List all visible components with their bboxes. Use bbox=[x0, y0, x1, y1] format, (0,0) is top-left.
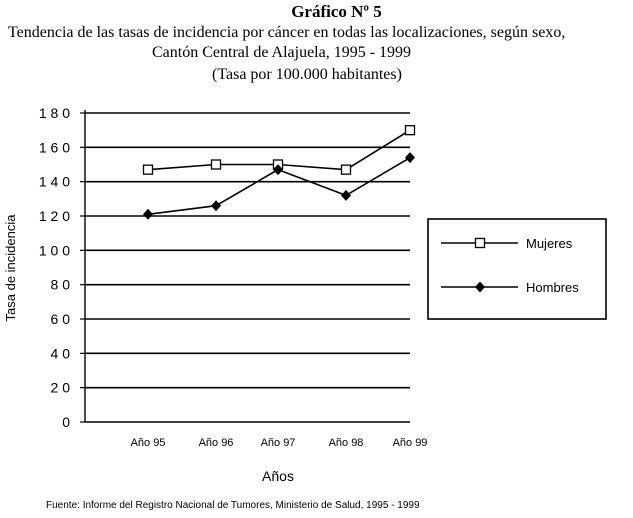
data-point-hombres bbox=[475, 281, 485, 293]
y-tick-label: 2 0 bbox=[51, 380, 71, 396]
y-tick-label: 4 0 bbox=[51, 345, 71, 361]
legend: Mujeres Hombres bbox=[427, 218, 607, 320]
x-axis-label: Años bbox=[262, 468, 294, 484]
x-tick-label: Año 99 bbox=[393, 437, 428, 449]
chart-subtitle-line1: Tendencia de las tasas de incidencia por… bbox=[8, 24, 566, 41]
data-point-hombres bbox=[273, 164, 283, 176]
chart-subtitle-line2: Cantón Central de Alajuela, 1995 - 1999 bbox=[152, 44, 412, 61]
y-tick-label: 1 8 0 bbox=[39, 105, 70, 121]
data-point-mujeres bbox=[474, 237, 486, 249]
source-note: Fuente: Informe del Registro Nacional de… bbox=[46, 500, 420, 511]
data-point-hombres bbox=[143, 208, 153, 220]
x-tick-label: Año 97 bbox=[261, 437, 296, 449]
x-tick-label: Año 98 bbox=[329, 437, 364, 449]
legend-box bbox=[427, 218, 607, 320]
y-tick-label: 1 0 0 bbox=[39, 242, 70, 258]
legend-label: Mujeres bbox=[526, 236, 573, 251]
legend-label: Hombres bbox=[526, 280, 579, 295]
y-tick-label: 1 2 0 bbox=[39, 208, 70, 224]
chart-title: Gráfico Nº 5 bbox=[291, 2, 382, 21]
data-point-mujeres bbox=[210, 159, 222, 170]
data-point-mujeres bbox=[142, 164, 154, 175]
x-tick-label: Año 95 bbox=[131, 437, 166, 449]
data-point-mujeres bbox=[340, 164, 352, 175]
y-tick-label: 8 0 bbox=[51, 277, 71, 293]
y-tick-label: 1 6 0 bbox=[39, 139, 70, 155]
x-tick-label: Año 96 bbox=[199, 437, 234, 449]
y-tick-label: 0 bbox=[62, 414, 70, 430]
data-point-hombres bbox=[405, 152, 415, 164]
y-axis-label: Tasa de incidencia bbox=[3, 214, 18, 322]
data-point-mujeres bbox=[404, 125, 416, 136]
data-point-hombres bbox=[341, 189, 351, 201]
chart-subtitle-line3: (Tasa por 100.000 habitantes) bbox=[212, 66, 402, 83]
y-tick-label: 1 4 0 bbox=[39, 174, 70, 190]
data-point-hombres bbox=[211, 200, 221, 212]
y-tick-label: 6 0 bbox=[51, 311, 71, 327]
